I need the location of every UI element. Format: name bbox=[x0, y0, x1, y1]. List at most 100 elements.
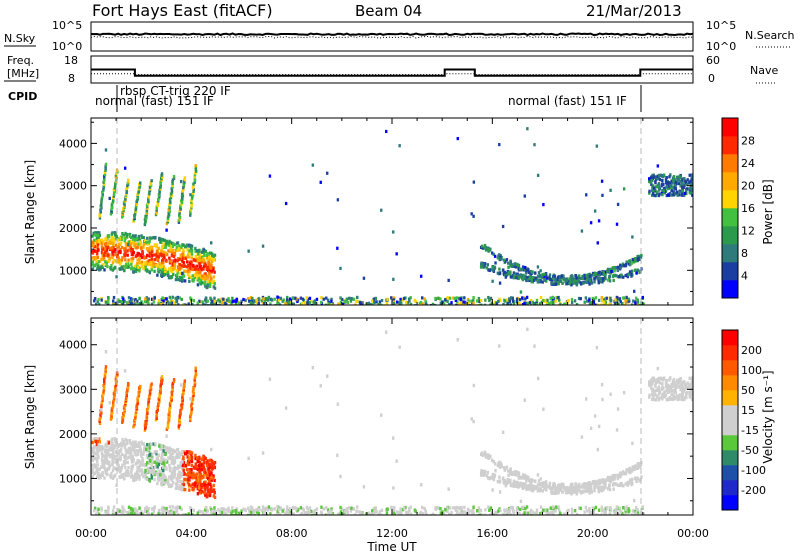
velocity-cell bbox=[149, 385, 152, 390]
velocity-cell bbox=[160, 472, 163, 476]
power-cell bbox=[167, 211, 170, 215]
power-cell bbox=[549, 277, 552, 282]
velocity-cell bbox=[260, 509, 264, 513]
power-cell bbox=[606, 278, 610, 282]
power-cell bbox=[98, 233, 101, 238]
velocity-cell bbox=[170, 398, 173, 402]
power-cell bbox=[346, 300, 350, 305]
velocity-cell bbox=[180, 396, 184, 401]
power-cell bbox=[665, 185, 668, 189]
power-cell bbox=[103, 172, 107, 176]
power-cell bbox=[503, 271, 506, 275]
power-cell bbox=[268, 174, 272, 178]
velocity-cell bbox=[640, 475, 643, 479]
power-cell bbox=[691, 181, 693, 186]
power-cell bbox=[124, 237, 127, 241]
velocity-cell bbox=[151, 457, 154, 461]
velocity-cell bbox=[188, 478, 191, 482]
velocity-cell bbox=[161, 465, 165, 469]
velocity-cell bbox=[128, 441, 132, 445]
velocity-cell bbox=[177, 419, 181, 423]
power-cell bbox=[190, 206, 193, 210]
nsky-label: N.Sky bbox=[4, 32, 36, 45]
power-cell bbox=[444, 298, 447, 302]
velocity-cell bbox=[148, 396, 151, 400]
power-cell bbox=[455, 303, 458, 305]
power-cell bbox=[132, 267, 136, 271]
power-cell bbox=[654, 193, 658, 198]
power-cell bbox=[262, 297, 265, 301]
velocity-cell bbox=[498, 479, 502, 484]
velocity-cell bbox=[249, 505, 253, 509]
velocity-cell bbox=[255, 508, 258, 512]
velocity-cell bbox=[113, 388, 117, 392]
velocity-cell bbox=[140, 463, 144, 467]
velocity-cell bbox=[455, 513, 458, 515]
velocity-cell bbox=[183, 487, 187, 492]
power-cell bbox=[179, 205, 182, 210]
velocity-cell bbox=[93, 506, 97, 510]
power-cell bbox=[167, 241, 170, 245]
power-cell bbox=[675, 176, 679, 180]
velocity-cell bbox=[177, 424, 181, 428]
nsearch-tick-top: 10^5 bbox=[706, 19, 736, 32]
velocity-cell bbox=[178, 505, 181, 510]
velocity-cell bbox=[609, 506, 612, 510]
velocity-cell bbox=[530, 478, 533, 483]
power-cell bbox=[100, 251, 104, 255]
velocity-cell bbox=[521, 505, 524, 510]
power-cell bbox=[191, 193, 195, 197]
velocity-cell bbox=[146, 406, 150, 410]
velocity-cell bbox=[622, 484, 625, 488]
power-cell bbox=[112, 199, 115, 203]
power-cell bbox=[188, 261, 192, 265]
power-cell bbox=[144, 268, 147, 272]
power-cell bbox=[118, 236, 121, 240]
power-cell bbox=[487, 295, 490, 300]
power-cell bbox=[98, 216, 102, 220]
velocity-cell bbox=[168, 401, 172, 406]
power-cell bbox=[255, 300, 259, 304]
power-cell bbox=[562, 274, 565, 278]
velocity-cell bbox=[131, 466, 134, 470]
velocity-cell bbox=[119, 448, 123, 452]
velocity-cell bbox=[530, 488, 533, 493]
velocity-cell bbox=[178, 484, 182, 488]
velocity-cell bbox=[155, 456, 159, 461]
velocity-cell bbox=[542, 508, 545, 512]
power-cell bbox=[117, 244, 121, 249]
velocity-cell bbox=[604, 510, 608, 514]
power-cell bbox=[662, 173, 666, 177]
power-cell bbox=[167, 303, 171, 305]
velocity-cell bbox=[380, 508, 384, 512]
power-cell bbox=[601, 193, 604, 197]
power-cell bbox=[145, 208, 149, 212]
power-cell bbox=[492, 252, 495, 256]
power-cell bbox=[499, 255, 502, 259]
power-cell bbox=[193, 275, 197, 280]
velocity-cell bbox=[130, 467, 133, 472]
power-cell bbox=[634, 259, 637, 263]
power-cell bbox=[131, 258, 134, 262]
power-cell bbox=[601, 299, 604, 303]
power-cell bbox=[145, 247, 149, 251]
velocity-cell bbox=[624, 471, 628, 476]
power-cell bbox=[378, 300, 382, 304]
power-cell bbox=[522, 268, 526, 272]
power-cell bbox=[620, 264, 623, 268]
velocity-cell bbox=[211, 489, 214, 494]
power-cell bbox=[167, 215, 170, 219]
velocity-cell bbox=[313, 513, 316, 515]
power-cell bbox=[537, 271, 541, 275]
power-cell bbox=[674, 186, 677, 190]
power-cell bbox=[325, 296, 328, 300]
power-cell bbox=[206, 279, 210, 283]
velocity-cell bbox=[193, 380, 197, 384]
velocity-cell bbox=[303, 510, 307, 515]
power-cell bbox=[557, 279, 561, 283]
power-cell bbox=[517, 266, 520, 270]
velocity-cell bbox=[159, 447, 162, 451]
velocity-cell bbox=[130, 456, 133, 460]
power-cell bbox=[372, 297, 375, 302]
power-cell bbox=[462, 300, 465, 304]
